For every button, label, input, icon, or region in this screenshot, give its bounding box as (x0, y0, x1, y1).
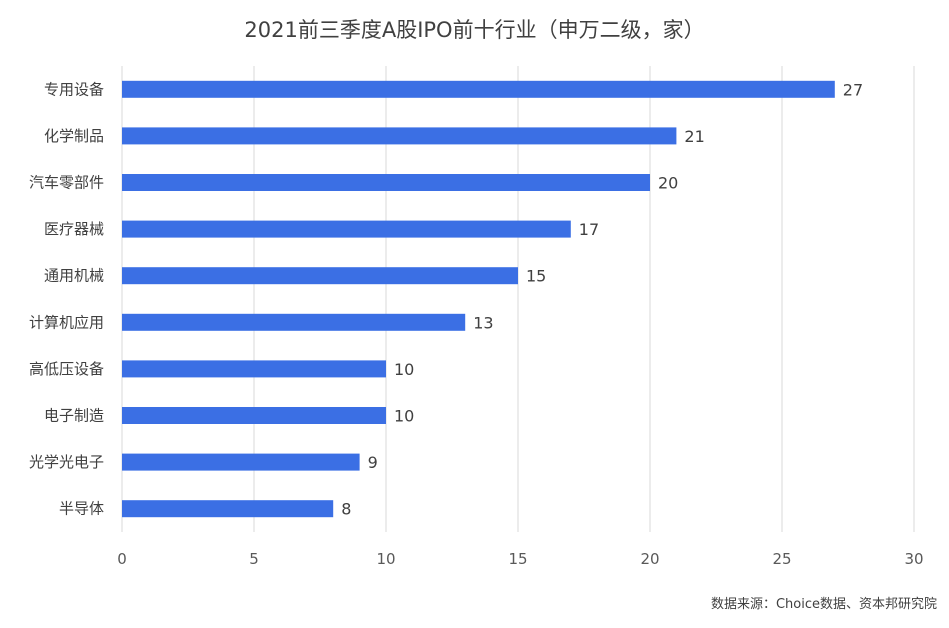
category-label: 计算机应用 (29, 313, 104, 331)
bar (122, 500, 334, 518)
bar (122, 313, 466, 331)
data-label: 17 (579, 220, 599, 239)
x-tick-label: 30 (904, 550, 923, 568)
x-tick-label: 10 (376, 550, 395, 568)
bar (122, 453, 360, 471)
data-label: 10 (394, 407, 414, 426)
bar (122, 80, 835, 98)
bar (122, 407, 386, 424)
data-label: 15 (526, 267, 546, 286)
category-label: 汽车零部件 (29, 174, 104, 192)
data-label: 9 (368, 453, 378, 472)
data-label: 20 (658, 174, 678, 193)
x-tick-label: 0 (117, 550, 127, 568)
category-label: 化学制品 (44, 127, 104, 145)
source-note: 数据来源：Choice数据、资本邦研究院 (710, 597, 937, 612)
category-label: 光学光电子 (29, 453, 104, 471)
data-label: 27 (843, 80, 863, 99)
x-tick-label: 5 (249, 550, 259, 568)
category-label: 专用设备 (44, 80, 104, 98)
category-label: 电子制造 (44, 407, 104, 425)
category-label: 半导体 (59, 500, 104, 518)
data-label: 21 (684, 127, 704, 146)
data-label: 13 (473, 313, 493, 332)
bar (122, 360, 386, 378)
bar (122, 174, 650, 191)
data-label: 8 (341, 500, 351, 519)
bar (122, 127, 677, 145)
data-label: 10 (394, 360, 414, 379)
bar (122, 267, 518, 285)
x-tick-label: 15 (508, 550, 527, 568)
chart-title: 2021前三季度A股IPO前十行业（申万二级，家） (244, 18, 705, 42)
category-label: 医疗器械 (44, 220, 104, 238)
bar (122, 220, 571, 238)
x-tick-label: 25 (772, 550, 791, 568)
category-label: 通用机械 (44, 267, 104, 285)
x-tick-label: 20 (640, 550, 659, 568)
category-label: 高低压设备 (29, 360, 104, 378)
